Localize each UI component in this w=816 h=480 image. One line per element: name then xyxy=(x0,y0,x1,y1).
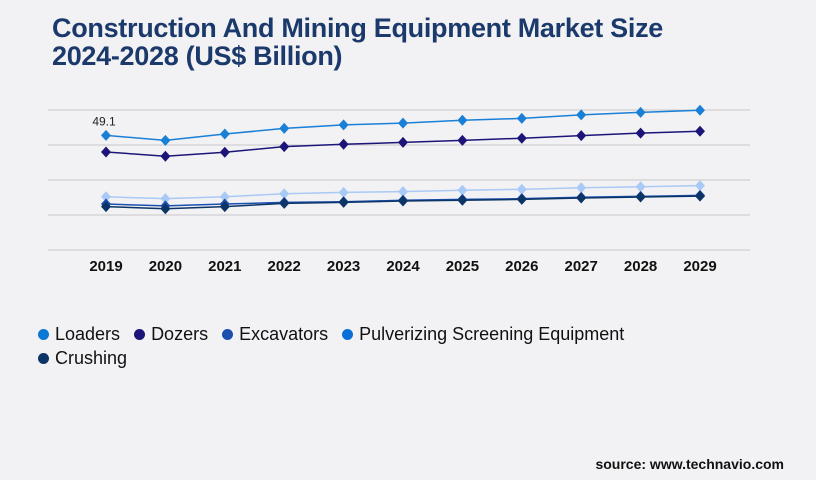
legend-item: Pulverizing Screening Equipment xyxy=(342,322,624,346)
legend: Loaders Dozers Excavators Pulverizing Scree… xyxy=(38,322,718,370)
data-point xyxy=(457,134,468,146)
data-point xyxy=(516,112,527,124)
data-point xyxy=(338,138,349,150)
data-point xyxy=(398,136,408,148)
data-point xyxy=(101,129,111,141)
legend-label: Dozers xyxy=(151,323,209,344)
data-label: 49.1 xyxy=(92,114,116,128)
chart-title: Construction And Mining Equipment Market… xyxy=(52,14,663,70)
legend-item: Loaders xyxy=(38,322,120,346)
x-tick-label: 2021 xyxy=(208,258,241,275)
data-point xyxy=(576,182,587,194)
legend-marker-icon xyxy=(38,352,49,364)
data-point xyxy=(398,117,408,129)
data-point xyxy=(635,127,646,139)
data-point xyxy=(338,186,349,198)
data-point xyxy=(219,191,230,203)
data-point xyxy=(516,183,527,195)
data-point xyxy=(457,114,468,126)
data-point xyxy=(695,125,705,137)
data-point xyxy=(457,194,468,206)
x-tick-label: 2023 xyxy=(327,258,360,275)
legend-label: Excavators xyxy=(239,323,329,344)
title-line-1: Construction And Mining Equipment Market… xyxy=(52,13,664,43)
data-point xyxy=(219,128,230,140)
line-chart: 2019 2020 2021 2022 2023 2024 2025 2026 2027 2028… xyxy=(48,104,750,275)
data-point xyxy=(635,106,646,118)
legend-label: Crushing xyxy=(55,347,128,368)
data-point xyxy=(160,150,171,162)
title-line-2: 2024-2028 (US$ Billion) xyxy=(52,41,343,71)
data-point xyxy=(279,141,290,153)
data-point xyxy=(101,201,111,213)
data-point xyxy=(695,180,705,192)
data-point xyxy=(101,146,111,158)
x-tick-label: 2024 xyxy=(386,258,420,275)
data-point xyxy=(516,193,527,205)
data-point xyxy=(635,191,646,203)
data-point xyxy=(160,193,171,205)
legend-marker-icon xyxy=(134,328,146,340)
x-tick-label: 2025 xyxy=(446,258,479,275)
legend-item: Dozers xyxy=(134,322,208,346)
x-tick-label: 2020 xyxy=(149,258,182,275)
legend-marker-icon xyxy=(38,328,49,340)
data-point xyxy=(576,192,587,204)
legend-item: Excavators xyxy=(222,322,328,346)
data-point xyxy=(338,119,349,131)
data-point xyxy=(635,181,646,193)
data-point xyxy=(279,188,290,200)
x-tick-label: 2027 xyxy=(565,258,598,275)
data-point xyxy=(160,134,171,146)
data-point xyxy=(398,195,408,207)
data-point xyxy=(279,197,290,209)
legend-marker-icon xyxy=(342,328,354,340)
data-point xyxy=(219,201,230,213)
data-point xyxy=(160,203,171,215)
data-point xyxy=(695,104,705,116)
x-tick-label: 2019 xyxy=(89,258,122,275)
data-point xyxy=(279,122,290,134)
legend-item: Crushing xyxy=(38,346,127,370)
data-point xyxy=(338,196,349,208)
data-point xyxy=(457,184,468,196)
source-text: source: www.technavio.com xyxy=(595,456,784,472)
x-tick-label: 2029 xyxy=(683,258,716,275)
x-tick-label: 2026 xyxy=(505,258,538,275)
legend-marker-icon xyxy=(222,328,234,340)
x-tick-label: 2022 xyxy=(268,258,301,275)
data-point xyxy=(576,130,587,142)
data-point xyxy=(576,109,587,121)
data-point xyxy=(219,146,230,158)
data-point xyxy=(695,190,705,202)
legend-label: Loaders xyxy=(55,323,121,344)
data-point xyxy=(516,132,527,144)
data-point xyxy=(398,186,408,198)
data-point xyxy=(101,191,111,203)
legend-label: Pulverizing Screening Equipment xyxy=(359,323,625,344)
x-tick-label: 2028 xyxy=(624,258,657,275)
